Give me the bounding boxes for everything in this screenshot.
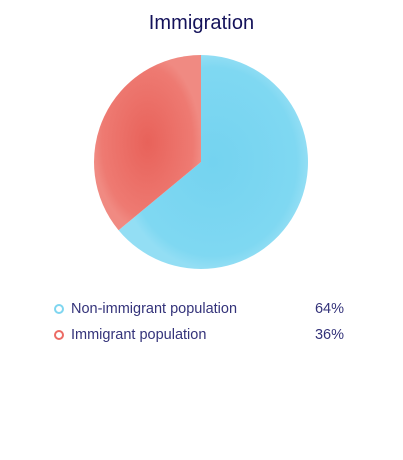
legend-value: 36%	[314, 327, 344, 343]
legend-label: Immigrant population	[71, 327, 207, 343]
pie-chart	[94, 55, 309, 269]
legend-item-immigrant[interactable]: Immigrant population 36%	[52, 322, 352, 348]
legend-label: Non-immigrant population	[71, 301, 238, 317]
chart-title: Immigration	[148, 12, 255, 34]
legend-marker-immigrant	[54, 330, 64, 340]
pie-slice-immigrant[interactable]	[94, 55, 201, 231]
pie-slice-non-immigrant[interactable]	[118, 55, 309, 269]
legend-item-non-immigrant[interactable]: Non-immigrant population 64%	[52, 296, 352, 322]
legend-value: 64%	[314, 301, 344, 317]
legend-marker-non-immigrant	[54, 304, 64, 314]
legend: Non-immigrant population 64% Immigrant p…	[52, 296, 352, 348]
